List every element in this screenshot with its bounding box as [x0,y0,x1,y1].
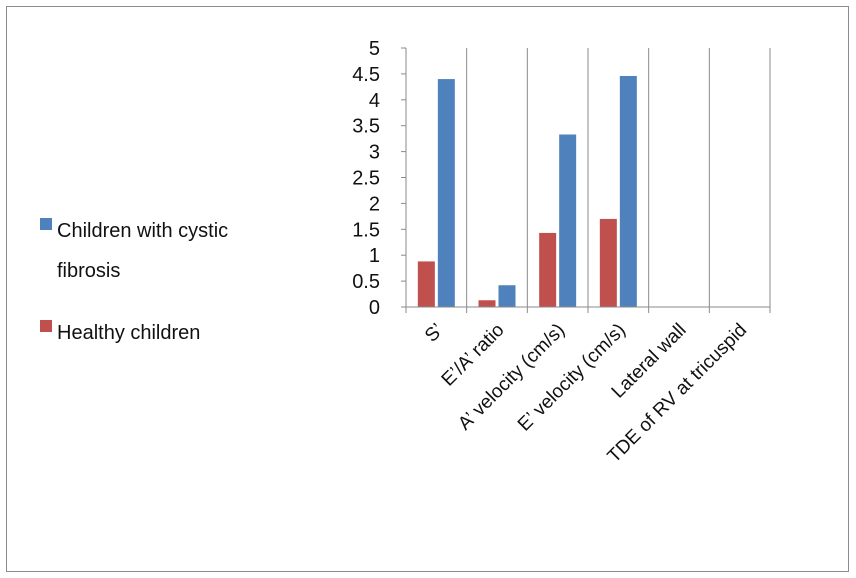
gridlines [466,48,771,307]
legend-swatch [40,320,52,332]
bar [599,218,617,307]
y-tick-label: 4 [369,90,380,112]
y-tick-label: 4.5 [352,64,380,86]
y-tick-label: 1 [369,245,380,267]
legend-swatch [40,218,52,230]
bar [478,300,496,307]
x-category-label: S’ [421,320,448,347]
legend: Children with cystic fibrosis Healthy chil… [40,218,228,344]
bar [417,261,435,307]
legend-label: Children with cystic [57,220,228,242]
y-tick-label: 3 [369,142,380,164]
y-tick-label: 0.5 [352,271,380,293]
y-tick-label: 3.5 [352,116,380,138]
y-tick-label: 0 [369,297,380,319]
legend-label: fibrosis [57,260,120,282]
y-tick-labels: 0 0.5 1 1.5 2 2.5 3 3.5 4 4.5 5 [352,38,380,319]
legend-label: Healthy children [57,322,200,344]
y-tick-label: 2.5 [352,168,380,190]
x-category-label: E’ velocity (cm/s) [514,320,630,436]
y-tick-label: 1.5 [352,219,380,241]
bar [539,232,557,307]
bar [437,79,455,307]
bar [498,285,516,307]
y-tick-label: 2 [369,193,380,215]
bar [559,134,577,307]
y-tick-label: 5 [369,38,380,60]
x-category-label: A’ velocity (cm/s) [454,320,569,435]
axes [401,47,771,313]
bar [619,75,637,307]
bars [417,75,637,307]
